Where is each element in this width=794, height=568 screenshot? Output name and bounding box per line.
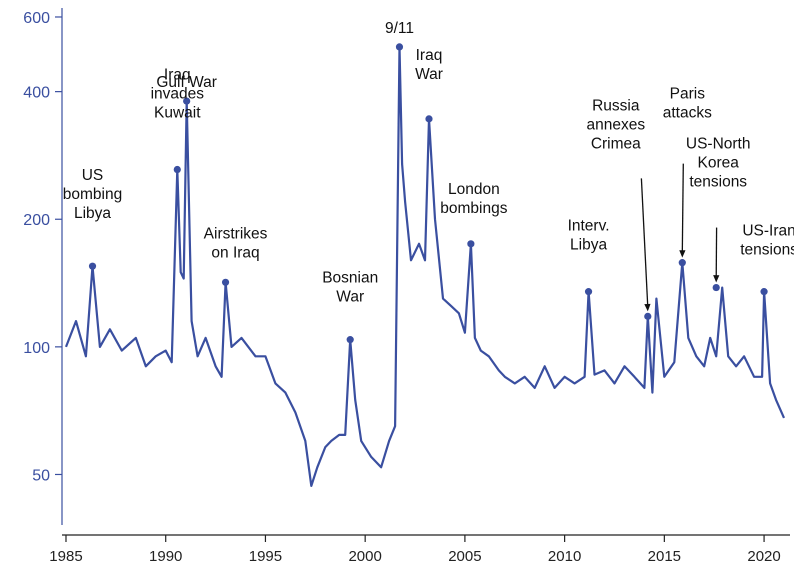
arrowhead [713, 275, 720, 283]
event-marker [346, 336, 354, 344]
annotation-line: Gulf War [156, 74, 217, 91]
x-tick-label: 2000 [348, 548, 381, 565]
event-marker [584, 288, 593, 296]
event-marker [644, 312, 652, 320]
axes: 50 100 200 400 600 1985 1990 1995 2000 2005 2010 20… [23, 8, 790, 565]
annotation-line: 9/11 [385, 20, 414, 37]
x-tick-label: 1985 [49, 548, 82, 565]
annotation-line: tensions [689, 174, 747, 191]
annotations: US bombing Libya Iraq invades Kuwait Gulf War A… [63, 20, 794, 312]
annotation-line: invades [151, 86, 205, 103]
annotation-line: on Iraq [211, 244, 259, 261]
arrowhead [679, 250, 686, 258]
y-tick-label: 400 [23, 85, 50, 102]
annotation-line: tensions [740, 242, 794, 259]
x-tick-label: 2005 [448, 548, 481, 565]
y-tick-label: 50 [32, 467, 50, 484]
annotation-label: Interv. Libya [568, 218, 610, 254]
annotation-line: bombing [63, 186, 122, 203]
annotation-line: Bosnian [322, 270, 378, 287]
annotation-line: Interv. [568, 218, 610, 235]
annotation-label: Paris attacks [663, 86, 712, 122]
event-marker [425, 115, 433, 123]
x-tick-label: 2020 [747, 548, 780, 565]
series-line [64, 45, 786, 487]
annotation-label: Russia annexes Crimea [586, 97, 645, 152]
event-marker [760, 288, 768, 296]
annotation-line: annexes [586, 116, 645, 133]
annotation-line: Libya [570, 237, 607, 254]
annotation-label: Airstrikes on Iraq [204, 225, 268, 261]
annotation-label: 9/11 [385, 20, 414, 37]
annotation-line: Airstrikes [204, 225, 268, 242]
annotation-line: Kuwait [154, 105, 201, 122]
y-tick-label: 200 [23, 212, 50, 229]
plot-area [64, 43, 786, 487]
y-tick-label: 600 [23, 10, 50, 27]
annotation-line: bombings [440, 200, 507, 217]
x-tick-label: 2015 [648, 548, 681, 565]
annotation-label: Gulf War [156, 74, 217, 91]
annotation-line: Iraq [416, 47, 443, 64]
event-marker [395, 43, 404, 51]
annotation-arrow [681, 163, 684, 254]
annotation-line: London [448, 181, 500, 198]
annotation-line: Russia [592, 97, 640, 114]
annotation-label: London bombings [440, 181, 507, 217]
annotation-label: Iraq War [415, 47, 443, 83]
x-tick-label: 1995 [249, 548, 282, 565]
event-marker [221, 278, 230, 286]
annotation-arrow [640, 178, 649, 308]
x-tick-label: 1990 [149, 548, 182, 565]
annotation-line: Korea [698, 155, 740, 172]
annotation-line: US-Iran [742, 223, 794, 240]
annotation-line: US [82, 167, 104, 184]
annotation-line: War [336, 289, 364, 306]
annotation-label: Bosnian War [322, 270, 378, 306]
y-tick-label: 100 [23, 340, 50, 357]
annotation-label: US-Iran tensions [740, 223, 794, 259]
arrowhead [644, 303, 651, 312]
event-marker [173, 165, 181, 174]
annotation-line: Iraq [164, 67, 191, 84]
event-marker [183, 97, 191, 105]
annotation-label: US bombing Libya [63, 167, 122, 222]
annotation-label: Iraq invades Kuwait [151, 67, 205, 122]
annotation-line: Crimea [591, 135, 641, 152]
event-marker [467, 240, 475, 248]
annotation-line: US-North [686, 136, 751, 153]
annotation-line: War [415, 66, 443, 83]
annotation-line: attacks [663, 105, 712, 122]
annotation-label: US-North Korea tensions [686, 136, 751, 191]
annotation-line: Libya [74, 205, 111, 222]
event-marker [678, 259, 686, 267]
event-marker [88, 262, 97, 270]
x-tick-label: 2010 [548, 548, 581, 565]
event-marker [712, 283, 720, 292]
annotation-line: Paris [670, 86, 706, 103]
